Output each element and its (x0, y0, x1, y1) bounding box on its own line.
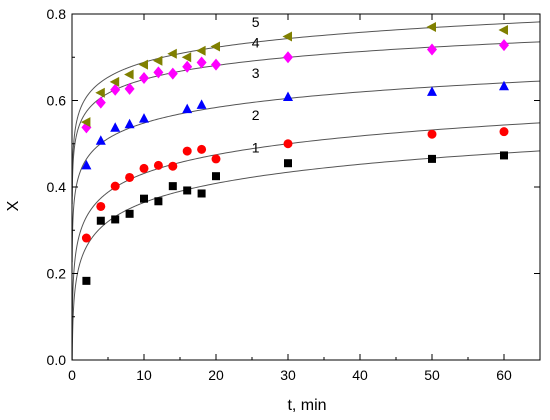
data-point-series-5 (95, 87, 105, 98)
data-point-series-1 (168, 182, 177, 191)
x-tick-label: 0 (68, 367, 76, 383)
data-point-series-1 (140, 194, 148, 203)
data-point-series-2 (96, 201, 106, 211)
curve-label-1: 1 (252, 139, 260, 155)
fit-curves (71, 21, 541, 360)
data-point-series-1 (154, 197, 163, 206)
data-point-series-1 (96, 216, 105, 225)
x-tick-label: 40 (352, 367, 368, 383)
data-point-series-3 (110, 122, 121, 132)
fit-curve-5 (71, 21, 541, 197)
data-point-series-3 (499, 80, 509, 91)
y-tick-label: 0.6 (47, 93, 67, 109)
data-point-series-1 (500, 151, 508, 160)
data-point-series-3 (95, 135, 106, 145)
data-point-series-1 (82, 276, 91, 285)
y-tick-label: 0.8 (47, 6, 67, 22)
x-tick-label: 10 (136, 367, 152, 383)
data-point-series-2 (168, 161, 178, 171)
data-point-series-1 (284, 159, 292, 168)
data-point-series-2 (153, 160, 163, 170)
y-tick-label: 0.4 (47, 179, 67, 195)
data-point-series-5 (167, 48, 177, 59)
y-tick-label: 0.0 (47, 352, 67, 368)
data-point-series-2 (283, 139, 293, 149)
data-point-series-2 (197, 144, 207, 154)
data-point-series-5 (109, 76, 120, 87)
curve-label-4: 4 (252, 34, 260, 50)
data-point-series-3 (283, 91, 293, 102)
data-point-series-1 (428, 154, 436, 163)
y-axis-title: X (5, 200, 22, 211)
data-point-series-4 (110, 83, 121, 96)
data-point-series-3 (81, 159, 92, 170)
data-point-series-4 (499, 39, 509, 52)
data-point-series-1 (183, 186, 192, 195)
ticks: 0 10 20 30 40 50 60 0.0 0.2 0.4 0.6 0.8 (47, 6, 540, 383)
fit-curve-2 (71, 122, 541, 342)
data-point-series-3 (182, 103, 193, 114)
y-tick-label: 0.2 (47, 266, 67, 282)
fit-curve-3 (71, 80, 541, 263)
data-point-series-5 (282, 31, 292, 42)
data-point-series-5 (138, 59, 148, 70)
data-point-series-4 (139, 72, 149, 85)
data-point-series-2 (499, 127, 509, 137)
data-point-series-3 (427, 86, 437, 96)
x-tick-label: 50 (424, 367, 440, 383)
x-tick-label: 20 (208, 367, 224, 383)
data-point-series-4 (196, 56, 207, 69)
data-point-series-4 (182, 60, 193, 73)
data-point-series-2 (211, 154, 221, 164)
data-point-series-3 (124, 118, 135, 129)
data-point-series-3 (196, 99, 207, 109)
data-point-series-3 (139, 113, 149, 123)
data-point-series-1 (212, 172, 220, 181)
curve-label-5: 5 (252, 14, 260, 30)
x-tick-label: 60 (496, 367, 512, 383)
data-point-series-2 (125, 172, 135, 182)
data-point-series-4 (153, 66, 164, 79)
data-point-series-5 (426, 21, 436, 32)
curve-label-3: 3 (252, 65, 260, 81)
data-point-series-2 (139, 163, 149, 173)
data-point-series-2 (110, 181, 120, 191)
data-point-series-5 (80, 117, 91, 128)
data-point-series-5 (498, 25, 508, 36)
data-point-series-5 (210, 41, 220, 52)
x-axis-title: t, min (287, 397, 326, 414)
fit-curve-1 (71, 150, 541, 360)
data-point-series-2 (427, 129, 437, 139)
data-point-series-2 (182, 146, 192, 156)
data-point-series-5 (124, 69, 134, 80)
data-point-series-5 (196, 45, 206, 56)
data-point-series-1 (125, 209, 134, 218)
data-point-series-4 (95, 96, 106, 109)
curve-labels: 1 2 3 4 5 (252, 14, 260, 155)
data-point-series-4 (283, 51, 293, 64)
data-point-series-5 (152, 55, 163, 66)
data-point-series-4 (167, 67, 178, 80)
data-points (80, 21, 509, 285)
data-point-series-5 (181, 52, 192, 63)
x-tick-label: 30 (280, 367, 296, 383)
data-point-series-1 (197, 189, 206, 198)
curve-label-2: 2 (252, 107, 260, 123)
data-point-series-4 (427, 43, 437, 56)
data-point-series-1 (111, 215, 120, 224)
data-point-series-4 (124, 82, 135, 95)
data-point-series-2 (81, 233, 91, 243)
data-point-series-4 (211, 58, 221, 71)
